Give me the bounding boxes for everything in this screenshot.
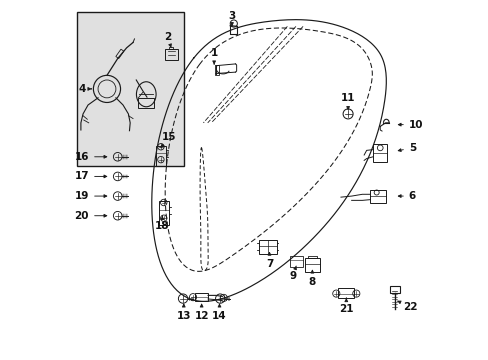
Text: 5: 5 [397, 143, 415, 153]
Text: 19: 19 [75, 191, 106, 201]
Text: 9: 9 [288, 266, 296, 282]
Bar [164, 49, 177, 60]
Bar [289, 256, 302, 267]
Text: 15: 15 [161, 132, 176, 147]
Text: 14: 14 [212, 304, 226, 321]
Text: 4: 4 [78, 84, 91, 94]
Text: 2: 2 [164, 32, 171, 48]
Bar [156, 146, 165, 166]
Bar [369, 190, 386, 203]
Text: 1: 1 [210, 48, 217, 64]
Text: 16: 16 [75, 152, 106, 162]
Bar [338, 288, 353, 298]
Bar [372, 144, 386, 162]
Text: 17: 17 [74, 171, 106, 181]
Bar [214, 64, 219, 75]
Text: 22: 22 [397, 301, 417, 312]
Text: 8: 8 [308, 270, 315, 287]
Bar [77, 12, 183, 166]
Text: 18: 18 [155, 216, 169, 231]
Text: 13: 13 [176, 304, 191, 321]
Text: 3: 3 [228, 11, 235, 26]
Text: 12: 12 [194, 304, 208, 321]
Bar [116, 49, 123, 59]
Bar [159, 201, 168, 225]
Text: 7: 7 [265, 252, 273, 269]
Text: 10: 10 [398, 120, 423, 130]
Text: 11: 11 [340, 93, 355, 109]
Text: 6: 6 [398, 191, 415, 201]
Bar [389, 286, 399, 293]
Bar [195, 293, 207, 301]
Text: 21: 21 [338, 298, 353, 314]
Bar [258, 240, 276, 254]
Bar [138, 98, 154, 108]
Bar [305, 258, 319, 272]
Text: 20: 20 [75, 211, 106, 221]
